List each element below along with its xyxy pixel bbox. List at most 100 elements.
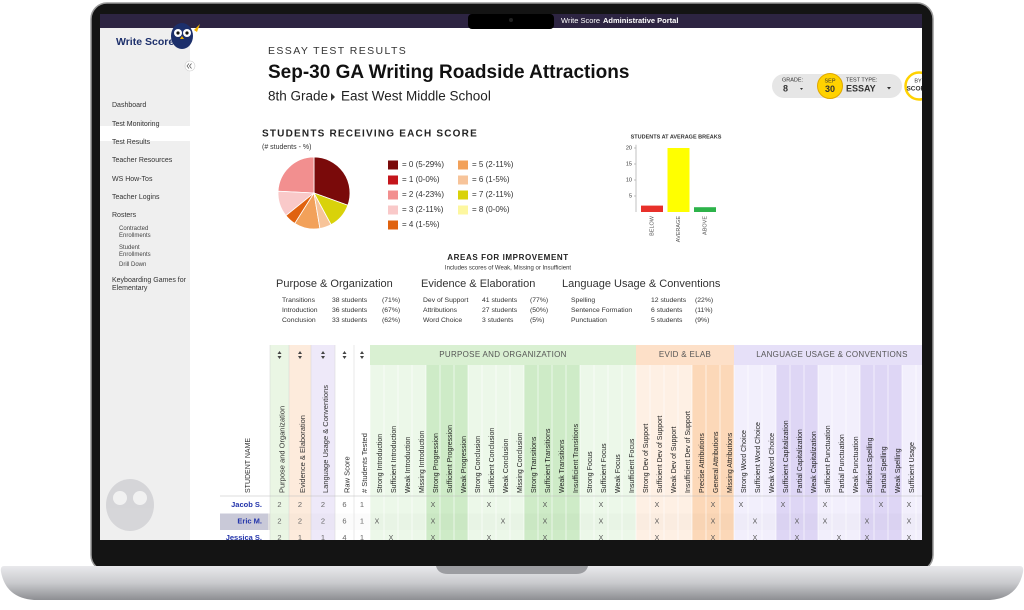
date-badge[interactable] [817,73,843,99]
mark-cell: X [753,535,758,542]
nav-subitem[interactable]: Drill Down [119,262,147,268]
collapse-button[interactable] [184,60,196,72]
mark-cell: X [879,502,884,509]
sidebar [100,28,190,540]
column-header: Weak Word Choice [769,433,776,493]
score-column-bg [335,345,354,540]
legend-swatch [458,190,468,200]
mark-cell: X [865,519,870,526]
area-students: 36 students [332,307,368,314]
nav-item[interactable]: Test Results [112,139,151,146]
page-title: Sep-30 GA Writing Roadside Attractions [268,62,629,83]
pie-slice [313,156,351,206]
column-header: Partial Punctuation [839,434,846,493]
column-header: Strong Focus [587,451,594,493]
area-students: 38 students [332,297,368,304]
date-month: SEP [824,78,835,84]
nav-item[interactable]: Test Monitoring [112,121,160,128]
nav-item[interactable]: Keyboarding Games for Elementary [112,277,186,292]
score-cell: 6 [342,500,346,509]
area-students: 5 students [651,317,683,324]
column-header: Sufficient Capitalization [783,420,790,493]
area-students: 12 students [651,297,687,304]
y-tick-label: 15 [626,161,632,167]
column-header: Insufficient Dev of Support [685,411,692,493]
group-header-bg [370,345,636,365]
view-top: BY [914,78,922,84]
nav-item[interactable]: Teacher Resources [112,157,173,164]
bar [694,207,716,212]
student-name[interactable]: Jessica S. [226,533,262,542]
column-header: Sufficient Punctuation [825,425,832,493]
mark-cell: X [907,519,912,526]
legend-label: = 6 (1-5%) [472,175,510,184]
column-header: Sufficient Dev of Support [657,416,664,493]
logo-text: Write Score [116,36,174,48]
chart-subtitle: (# students - %) [262,144,311,151]
nav-subitem[interactable]: Contracted Enrollments [119,226,151,239]
column-bg [916,365,922,540]
nav-item[interactable]: Teacher Logins [112,194,160,201]
mark-cell: X [431,535,436,542]
bar [641,205,663,212]
score-column-bg [270,345,289,540]
view-bottom: SCORE [906,86,930,93]
test-type-caret[interactable] [887,87,891,90]
column-header: Weak Punctuation [853,436,860,493]
sort-icon[interactable] [277,351,282,359]
legend-label: = 8 (0-0%) [472,205,510,214]
area-group-title: Purpose & Organization [276,278,393,290]
mark-cell: X [655,502,660,509]
view-badge[interactable] [904,71,933,101]
area-label: Introduction [282,307,318,314]
mark-cell: X [795,519,800,526]
nav-item[interactable]: Rosters [112,212,137,219]
column-header: Sufficient Conclusion [489,428,496,493]
score-cell: 2 [277,500,281,509]
score-cell: 2 [321,517,325,526]
legend-label: = 2 (4-23%) [402,190,444,199]
area-percent: (9%) [695,317,709,324]
sort-icon[interactable] [321,351,325,359]
legend-label: = 4 (1-5%) [402,220,440,229]
column-header: Missing Conclusion [517,433,524,493]
active-nav-bg [100,126,190,141]
column-header: Weak Spelling [895,448,902,493]
sort-icon[interactable] [298,351,302,359]
score-cell: 2 [277,517,281,526]
mark-cell: X [907,502,912,509]
student-name[interactable]: Jacob S. [231,500,262,509]
grade-caret[interactable] [800,88,803,90]
column-header: Language Usage & Conventions [321,385,330,493]
column-header: Weak Capitalization [811,431,818,493]
sort-icon[interactable] [360,351,364,359]
student-name[interactable]: Eric M. [237,517,262,526]
column-header: Weak Transitions [559,439,566,493]
chart-title: STUDENTS RECEIVING EACH SCORE [262,129,478,140]
date-day: 30 [825,84,835,94]
grade-value: 8 [783,83,788,93]
mark-cell: X [543,535,548,542]
mark-cell: X [907,535,912,542]
score-column-bg [311,345,335,540]
y-tick-label: 20 [626,145,632,151]
nav-subitem[interactable]: Student Enrollments [119,245,151,258]
group-header-bg [734,345,922,365]
nav-item[interactable]: Dashboard [112,102,147,109]
column-header: # Students Tested [360,433,369,493]
sort-icon[interactable] [342,351,347,359]
mark-cell: X [837,535,842,542]
area-percent: (5%) [530,317,544,324]
column-header: Strong Introduction [377,434,384,493]
y-tick-label: 10 [626,177,632,183]
column-header: Insufficient Transitions [573,423,580,493]
mark-cell: X [795,535,800,542]
mark-cell: X [543,519,548,526]
nav-item[interactable]: WS How-Tos [112,176,153,183]
legend-swatch [458,175,468,185]
column-header: Insufficient Focus [629,438,636,493]
column-header: Raw Score [342,456,351,493]
column-header: Sufficient Usage [909,442,916,493]
